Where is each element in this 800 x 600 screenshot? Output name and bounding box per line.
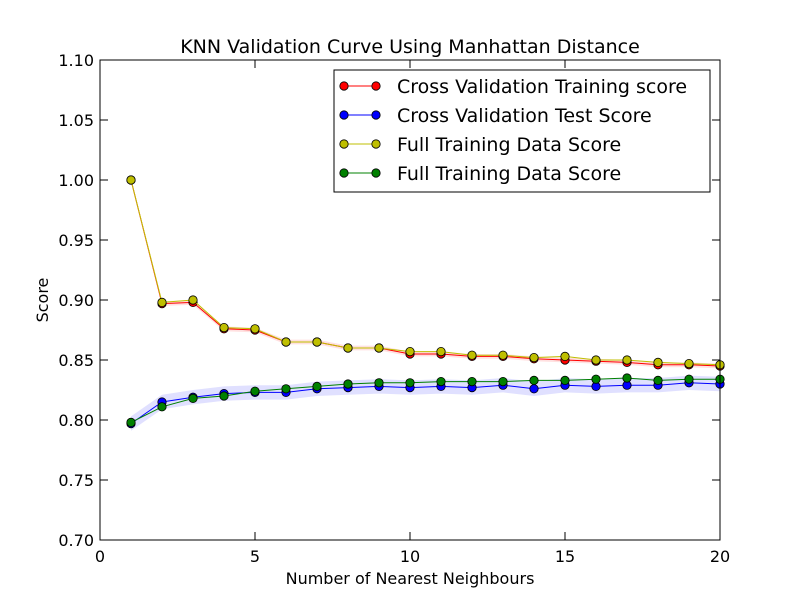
chart-title: KNN Validation Curve Using Manhattan Dis… (180, 36, 640, 58)
series-4-point (436, 376, 446, 387)
legend-label-2: Cross Validation Test Score (397, 105, 652, 127)
series-3-point (498, 350, 508, 360)
legend-marker-3 (339, 139, 349, 149)
legend-label-3: Full Training Data Score (397, 134, 621, 156)
series-3-point (219, 322, 229, 333)
legend-label-1: Cross Validation Training score (397, 76, 687, 98)
series-3-point (529, 352, 539, 363)
series-1-line (130, 179, 721, 367)
series-4-point (591, 374, 601, 384)
y-tick-label: 1.05 (58, 111, 94, 130)
series-4-point (188, 393, 198, 403)
series-3-point (157, 297, 167, 307)
y-tick-label: 1.00 (58, 171, 94, 190)
x-tick-label: 20 (710, 547, 730, 566)
series-4-line (130, 377, 720, 423)
series-4-point (312, 381, 322, 391)
series-4-point (622, 373, 632, 383)
legend-marker-3 (371, 139, 381, 149)
series-3-point (188, 295, 198, 305)
series-1-confidence-band (131, 177, 720, 369)
legend-box (333, 69, 711, 193)
legend-marker-2 (371, 110, 381, 120)
y-tick-label: 1.10 (58, 51, 94, 70)
legend-marker-4 (371, 168, 381, 178)
legend: Cross Validation Training score Cross Val… (333, 69, 711, 193)
series-3-point (405, 346, 415, 357)
series-3-point (126, 175, 136, 185)
legend-marker-1 (339, 81, 349, 91)
series-2-point (529, 384, 539, 394)
series-3-point (250, 324, 260, 334)
series-2-line (130, 382, 721, 425)
series-3-point (374, 343, 384, 353)
legend-marker-2 (339, 110, 349, 120)
x-tick-label: 0 (95, 547, 105, 566)
plot-layer: 0 5 10 15 20 0.70 0.75 0.80 0.85 0.90 0.95 1.00 1.05… (58, 51, 730, 566)
series-3-point (343, 343, 353, 353)
series-3-point (436, 346, 446, 357)
series-3-point (281, 337, 291, 347)
y-tick-label: 0.85 (58, 351, 94, 370)
series-3-point (467, 350, 477, 360)
legend-marker-4 (339, 168, 349, 178)
y-tick-label: 0.70 (58, 531, 94, 550)
series-4-point (219, 391, 229, 401)
series-4-point (560, 375, 570, 385)
series-4-point (374, 378, 384, 388)
series-4-point (684, 374, 694, 384)
series-4-point (653, 375, 663, 385)
series-4-point (405, 378, 415, 388)
series-4-point (126, 417, 136, 427)
series-3-point (684, 358, 694, 369)
series-4-point (281, 384, 291, 394)
series-3-point (312, 337, 322, 347)
y-tick-label: 0.90 (58, 291, 94, 310)
series-3-point (622, 355, 632, 365)
series-3-line (130, 179, 721, 366)
series-3-point (591, 355, 601, 365)
y-tick-label: 0.80 (58, 411, 94, 430)
series-3-point (653, 357, 663, 367)
x-axis-label: Number of Nearest Neighbours (286, 569, 535, 588)
series-4-point (250, 386, 260, 396)
x-tick-label: 5 (250, 547, 260, 566)
y-tick-label: 0.95 (58, 231, 94, 250)
x-tick-label: 15 (555, 547, 575, 566)
series-2-confidence-band (131, 375, 720, 431)
legend-label-4: Full Training Data Score (397, 163, 621, 185)
series-4-point (467, 376, 477, 387)
series-4-point (157, 402, 167, 412)
series-4-point (529, 375, 539, 385)
legend-marker-1 (371, 81, 381, 91)
y-axis-label: Score (33, 278, 52, 323)
series-4-point (498, 376, 508, 387)
x-tick-label: 10 (400, 547, 420, 566)
series-4-point (343, 379, 353, 389)
y-tick-label: 0.75 (58, 471, 94, 490)
series-3-point (560, 351, 570, 361)
